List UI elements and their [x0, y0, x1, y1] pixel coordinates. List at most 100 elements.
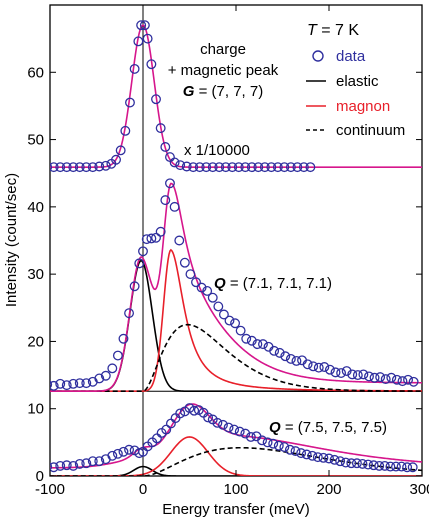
data-point	[125, 97, 135, 108]
y-tick-label: 30	[27, 266, 44, 283]
y-tick-label: 40	[27, 199, 44, 216]
annotation-scale: x 1/10000	[184, 142, 250, 159]
data-points	[36, 20, 419, 473]
data-point	[340, 457, 351, 468]
data-point	[94, 161, 105, 172]
data-point	[240, 162, 251, 173]
data-point	[329, 454, 340, 465]
q-low-value: = (7.5, 7.5, 7.5)	[281, 419, 387, 436]
data-point	[246, 335, 257, 346]
data-point	[100, 370, 111, 381]
q-mid-symbol: Q	[214, 275, 226, 292]
data-point	[50, 162, 59, 173]
data-point	[273, 440, 284, 451]
x-tick-label: -100	[35, 481, 65, 498]
y-tick-label: 10	[27, 401, 44, 418]
data-point	[111, 154, 121, 165]
data-point	[207, 162, 218, 173]
data-point	[188, 162, 199, 173]
data-point	[391, 374, 402, 385]
data-point	[68, 460, 79, 471]
data-point	[74, 378, 85, 389]
data-point	[191, 277, 201, 288]
y-tick-label: 60	[27, 64, 44, 81]
x-tick-label: 200	[316, 481, 341, 498]
x-tick-label: 100	[223, 481, 248, 498]
data-point	[165, 178, 175, 189]
x-tick-label: 300	[409, 481, 429, 498]
data-point	[296, 448, 307, 459]
data-point	[87, 162, 98, 173]
data-point	[134, 258, 145, 269]
data-point	[175, 408, 186, 419]
data-point	[50, 380, 59, 391]
data-point	[351, 458, 362, 469]
data-point	[36, 163, 45, 172]
data-point	[136, 20, 147, 31]
data-point	[233, 162, 244, 173]
data-point	[189, 405, 200, 416]
data-point	[118, 446, 129, 457]
data-point	[213, 301, 224, 312]
data-point	[274, 347, 285, 358]
data-point	[175, 160, 186, 171]
data-point	[374, 460, 385, 471]
data-point	[61, 162, 72, 173]
fit-curve-g777	[50, 24, 422, 168]
annotation-q-low: Q = (7.5, 7.5, 7.5)	[269, 419, 387, 436]
data-point	[68, 162, 79, 173]
data-point	[100, 160, 111, 171]
magnon-curve-q75	[50, 436, 422, 476]
data-point	[118, 333, 129, 344]
data-point	[155, 226, 166, 237]
data-point	[312, 452, 323, 463]
data-point	[358, 369, 369, 380]
data-point	[201, 162, 212, 173]
data-point	[280, 351, 291, 362]
data-point	[285, 162, 296, 173]
legend-continuum-label: continuum	[336, 122, 405, 139]
data-point	[223, 422, 234, 433]
data-point	[305, 162, 316, 173]
x-tick-label: 0	[139, 481, 147, 498]
data-point	[129, 63, 140, 74]
data-point	[203, 412, 214, 423]
data-point	[207, 292, 218, 303]
data-point	[346, 458, 357, 469]
data-point	[227, 162, 238, 173]
data-point	[50, 380, 53, 389]
annotation-magnetic-peak: + magnetic peak	[168, 62, 279, 79]
data-point	[272, 162, 283, 173]
legend: T = 7 K data elastic magnon continuum	[306, 22, 405, 139]
data-point	[319, 362, 330, 372]
data-point	[241, 333, 252, 344]
data-point	[218, 419, 228, 430]
data-point	[391, 461, 401, 472]
data-point	[139, 20, 150, 31]
data-point	[324, 453, 334, 464]
axis-ticks: -10001002003000102030405060	[27, 5, 429, 498]
data-point	[352, 370, 363, 381]
data-point	[385, 461, 396, 472]
data-point	[74, 162, 85, 173]
data-point	[124, 308, 135, 319]
data-point	[196, 282, 207, 293]
data-point	[94, 456, 105, 467]
data-point	[141, 234, 152, 245]
data-point	[50, 462, 53, 471]
g-value: = (7, 7, 7)	[194, 83, 263, 100]
data-point	[284, 444, 295, 455]
data-point	[336, 368, 347, 379]
data-point	[160, 195, 171, 206]
data-point	[151, 94, 161, 105]
temperature-symbol: T	[307, 22, 318, 39]
data-point	[212, 417, 223, 428]
data-point	[107, 450, 118, 461]
q-mid-value: = (7.1, 7.1, 7.1)	[226, 275, 332, 292]
data-point	[179, 257, 190, 268]
data-point	[120, 125, 131, 136]
data-point	[269, 345, 280, 356]
data-point	[253, 162, 264, 173]
data-point	[397, 376, 408, 387]
